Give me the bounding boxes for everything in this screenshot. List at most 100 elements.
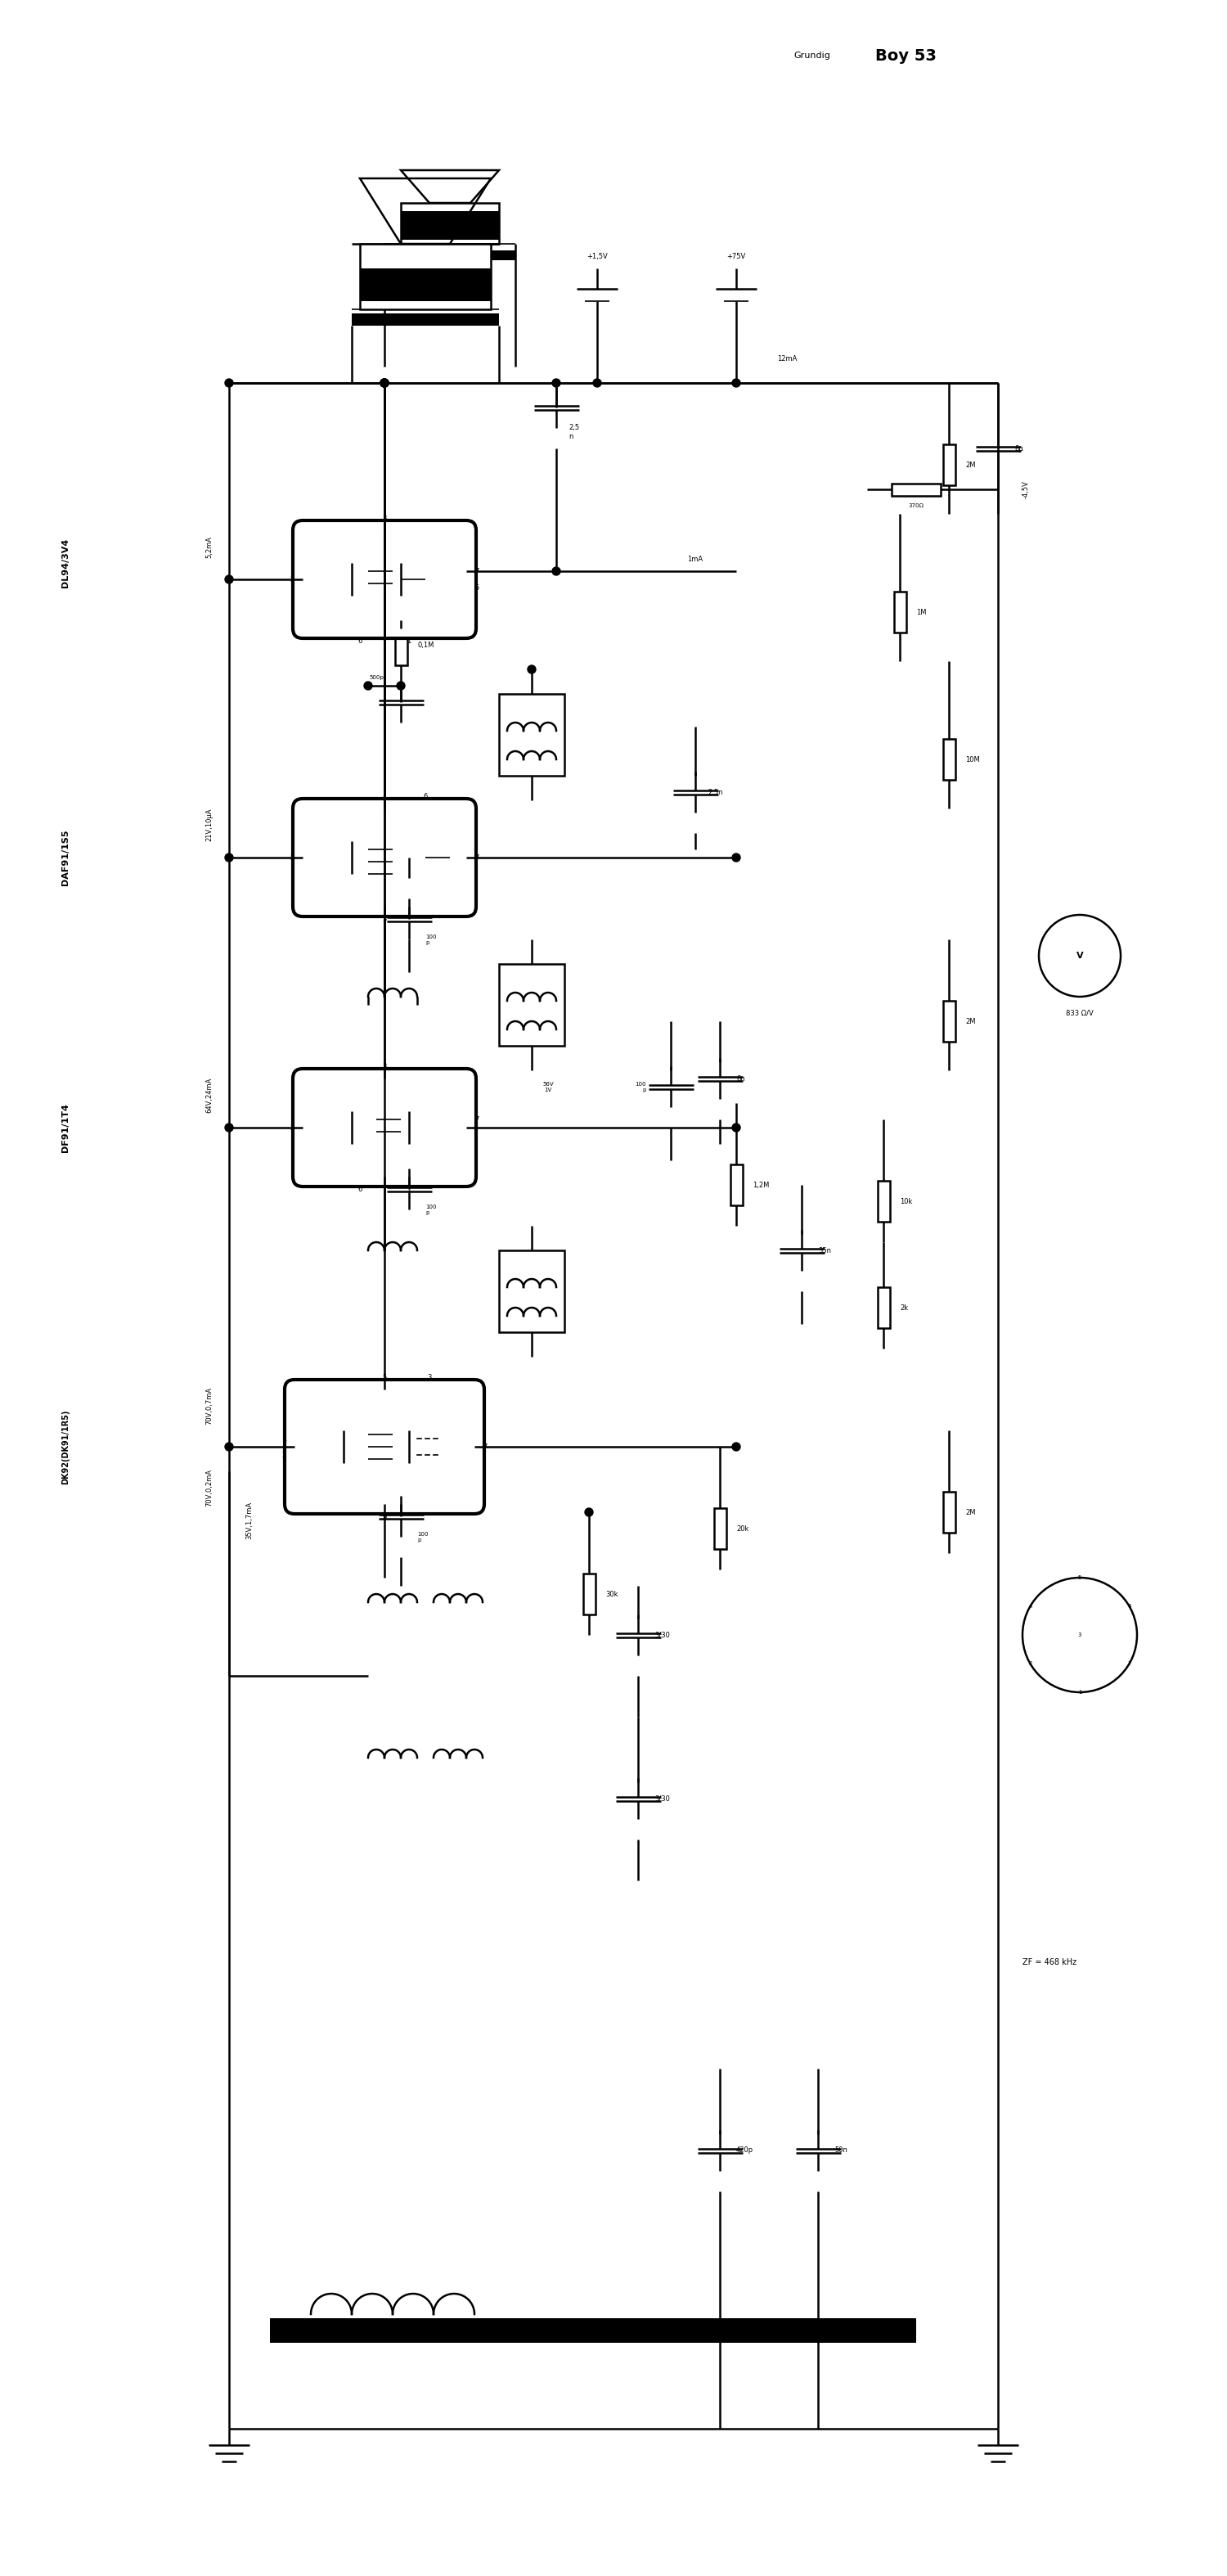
- Text: 2,5
n: 2,5 n: [568, 425, 579, 440]
- Text: 1,2M: 1,2M: [752, 1182, 769, 1188]
- Circle shape: [225, 853, 233, 860]
- Text: 6: 6: [1128, 1605, 1131, 1610]
- Text: Boy 53: Boy 53: [875, 49, 936, 64]
- Circle shape: [593, 379, 601, 386]
- Circle shape: [528, 665, 536, 672]
- Text: 6: 6: [358, 1185, 362, 1193]
- Text: 5: 5: [1079, 1574, 1081, 1579]
- Text: 4: 4: [1028, 1605, 1032, 1610]
- Bar: [360, 245, 491, 309]
- Circle shape: [396, 683, 405, 690]
- Text: 0,1M: 0,1M: [417, 641, 434, 649]
- Text: 5: 5: [475, 585, 479, 592]
- Text: 3: 3: [383, 515, 387, 523]
- Text: 3: 3: [1077, 1633, 1082, 1638]
- Circle shape: [552, 567, 561, 574]
- Text: 1mA: 1mA: [687, 556, 703, 562]
- FancyBboxPatch shape: [285, 1381, 485, 1515]
- Text: 2: 2: [1028, 1662, 1032, 1667]
- Text: 7: 7: [475, 567, 479, 574]
- Text: 5: 5: [291, 853, 294, 860]
- Circle shape: [733, 379, 740, 386]
- Text: 56V
1V: 56V 1V: [542, 1082, 553, 1092]
- Text: 1: 1: [1077, 1690, 1082, 1695]
- Text: 5,2mA: 5,2mA: [205, 536, 212, 556]
- Text: 8μ: 8μ: [1015, 446, 1023, 453]
- Bar: [877, 1288, 890, 1329]
- Text: DL94/3V4: DL94/3V4: [61, 538, 70, 587]
- Text: +1,5V: +1,5V: [587, 252, 607, 260]
- Circle shape: [364, 683, 372, 690]
- FancyBboxPatch shape: [293, 520, 476, 639]
- Text: -4,5V: -4,5V: [1022, 479, 1029, 497]
- Bar: [942, 1002, 955, 1041]
- Circle shape: [225, 1123, 233, 1131]
- Text: 1: 1: [407, 1185, 411, 1193]
- Text: 1M: 1M: [917, 608, 926, 616]
- FancyBboxPatch shape: [293, 799, 476, 917]
- Text: 2M: 2M: [966, 461, 975, 469]
- Text: DK92(DK91/1R5): DK92(DK91/1R5): [61, 1409, 70, 1484]
- Bar: [270, 2318, 917, 2342]
- Text: 1: 1: [407, 636, 411, 644]
- Text: 3: 3: [383, 914, 387, 922]
- Text: 2: 2: [291, 574, 294, 582]
- Text: 420p: 420p: [736, 2146, 753, 2154]
- Bar: [730, 1164, 742, 1206]
- Bar: [401, 204, 499, 245]
- Text: 6: 6: [358, 636, 362, 644]
- Circle shape: [380, 379, 389, 386]
- Text: +75V: +75V: [726, 252, 746, 260]
- Circle shape: [733, 1123, 740, 1131]
- Text: 6: 6: [383, 1512, 387, 1520]
- Text: ZF = 468 kHz: ZF = 468 kHz: [1022, 1958, 1076, 1965]
- Text: 8n: 8n: [736, 1074, 745, 1082]
- Bar: [499, 963, 564, 1046]
- Circle shape: [380, 379, 389, 386]
- Text: 4: 4: [383, 793, 387, 801]
- Text: 64V,24mA: 64V,24mA: [205, 1077, 212, 1113]
- Bar: [499, 693, 564, 775]
- Text: 50n: 50n: [834, 2146, 848, 2154]
- Bar: [892, 484, 941, 495]
- Text: 2,5n: 2,5n: [708, 788, 723, 796]
- Circle shape: [225, 1443, 233, 1450]
- Text: 2k: 2k: [899, 1303, 908, 1311]
- Text: 70V,0,2mA: 70V,0,2mA: [205, 1468, 212, 1507]
- Text: 2M: 2M: [966, 1018, 975, 1025]
- Circle shape: [225, 574, 233, 582]
- Text: 7: 7: [1128, 1662, 1131, 1667]
- Text: DF91/1T4: DF91/1T4: [61, 1103, 70, 1151]
- Bar: [352, 314, 499, 325]
- Text: 12mA: 12mA: [777, 355, 798, 363]
- Circle shape: [552, 379, 561, 386]
- Text: 2: 2: [291, 1123, 294, 1131]
- Circle shape: [733, 1443, 740, 1450]
- FancyBboxPatch shape: [293, 1069, 476, 1188]
- Bar: [942, 443, 955, 484]
- Text: 833 Ω/V: 833 Ω/V: [1066, 1010, 1093, 1018]
- Text: 5: 5: [383, 1373, 387, 1381]
- Text: 2: 2: [282, 1450, 286, 1458]
- Text: 1: 1: [282, 1435, 286, 1443]
- Text: 3: 3: [427, 1373, 432, 1381]
- Text: 6: 6: [423, 793, 427, 801]
- Bar: [714, 1507, 726, 1548]
- Text: V: V: [1076, 951, 1083, 961]
- Text: 21V,10μA: 21V,10μA: [205, 809, 212, 842]
- Text: 35V,1,7mA: 35V,1,7mA: [245, 1502, 253, 1540]
- Circle shape: [733, 853, 740, 860]
- Bar: [499, 1249, 564, 1332]
- Text: 20k: 20k: [736, 1525, 748, 1533]
- Text: 10k: 10k: [899, 1198, 913, 1206]
- Circle shape: [585, 1507, 593, 1517]
- Text: 3/30: 3/30: [654, 1631, 670, 1638]
- Text: 70V,0,7mA: 70V,0,7mA: [205, 1386, 212, 1425]
- Circle shape: [225, 379, 233, 386]
- Bar: [942, 739, 955, 781]
- Circle shape: [380, 379, 389, 386]
- Text: 7: 7: [482, 1443, 487, 1450]
- Text: 30k: 30k: [605, 1589, 618, 1597]
- Text: 370Ω: 370Ω: [908, 502, 924, 507]
- Text: DAF91/1S5: DAF91/1S5: [61, 829, 70, 886]
